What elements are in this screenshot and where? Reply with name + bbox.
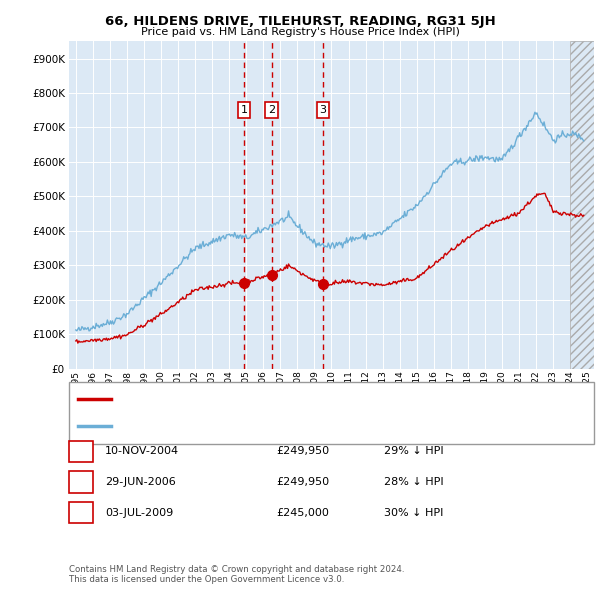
Text: 66, HILDENS DRIVE, TILEHURST, READING, RG31 5JH (detached house): 66, HILDENS DRIVE, TILEHURST, READING, R…: [117, 394, 485, 404]
Text: 29% ↓ HPI: 29% ↓ HPI: [384, 447, 443, 456]
Text: 29-JUN-2006: 29-JUN-2006: [105, 477, 176, 487]
Text: 28% ↓ HPI: 28% ↓ HPI: [384, 477, 443, 487]
Text: Price paid vs. HM Land Registry's House Price Index (HPI): Price paid vs. HM Land Registry's House …: [140, 27, 460, 37]
Text: HPI: Average price, detached house, Reading: HPI: Average price, detached house, Read…: [117, 421, 352, 431]
Bar: [570, 41, 594, 369]
Text: £249,950: £249,950: [276, 477, 329, 487]
Text: £249,950: £249,950: [276, 447, 329, 456]
Text: £245,000: £245,000: [276, 508, 329, 517]
Text: 03-JUL-2009: 03-JUL-2009: [105, 508, 173, 517]
Text: Contains HM Land Registry data © Crown copyright and database right 2024.
This d: Contains HM Land Registry data © Crown c…: [69, 565, 404, 584]
Text: 1: 1: [241, 105, 247, 115]
Text: 3: 3: [77, 508, 85, 517]
Text: 2: 2: [268, 105, 275, 115]
Text: 3: 3: [319, 105, 326, 115]
Text: 2: 2: [77, 477, 85, 487]
Text: 1: 1: [77, 447, 85, 456]
Text: 66, HILDENS DRIVE, TILEHURST, READING, RG31 5JH: 66, HILDENS DRIVE, TILEHURST, READING, R…: [104, 15, 496, 28]
Text: 30% ↓ HPI: 30% ↓ HPI: [384, 508, 443, 517]
Text: 10-NOV-2004: 10-NOV-2004: [105, 447, 179, 456]
